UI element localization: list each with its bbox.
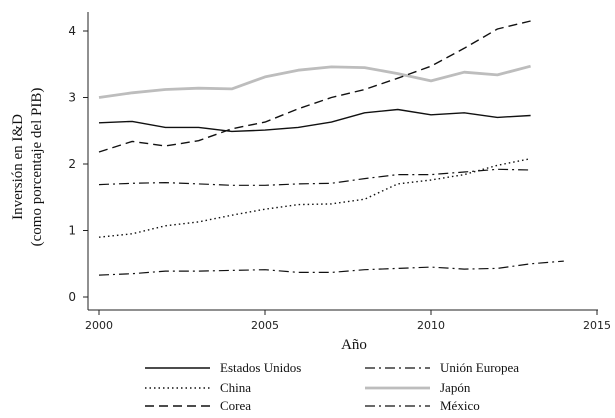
y-tick-label: 4 [68,24,76,38]
y-tick-label: 2 [68,157,76,171]
y-tick-label: 1 [68,224,76,238]
x-tick-label: 2015 [583,319,611,332]
x-tick-label: 2000 [85,319,113,332]
series-line-0 [98,108,531,133]
series-line-5 [98,260,564,276]
y-tick-label: 3 [68,91,76,105]
y-tick-label: 0 [68,290,76,304]
axes: 0 1 2 3 4 2000 2005 2010 2015 [68,12,611,332]
legend-label-5: México [440,398,480,413]
series-line-4 [98,20,531,153]
y-axis-title-line-2: (como porcentaje del PIB) [29,88,45,247]
series-line-2 [98,158,531,238]
y-axis-title-line-1: Inversión en I&D [10,114,26,220]
series-layer [98,20,564,276]
series-line-3 [98,64,531,99]
legend: Estados Unidos Unión Europea China Japón Cor… [145,360,519,413]
series-line-1 [98,168,531,186]
x-axis-title: Año [341,337,367,353]
legend-label-2: China [220,380,251,395]
x-tick-label: 2005 [251,319,279,332]
y-axis-title: Inversión en I&D (como porcentaje del PI… [10,88,45,247]
x-tick-label: 2010 [417,319,445,332]
legend-label-0: Estados Unidos [220,360,301,375]
legend-label-4: Corea [220,398,251,413]
legend-label-3: Japón [440,380,471,395]
legend-label-1: Unión Europea [440,360,519,375]
